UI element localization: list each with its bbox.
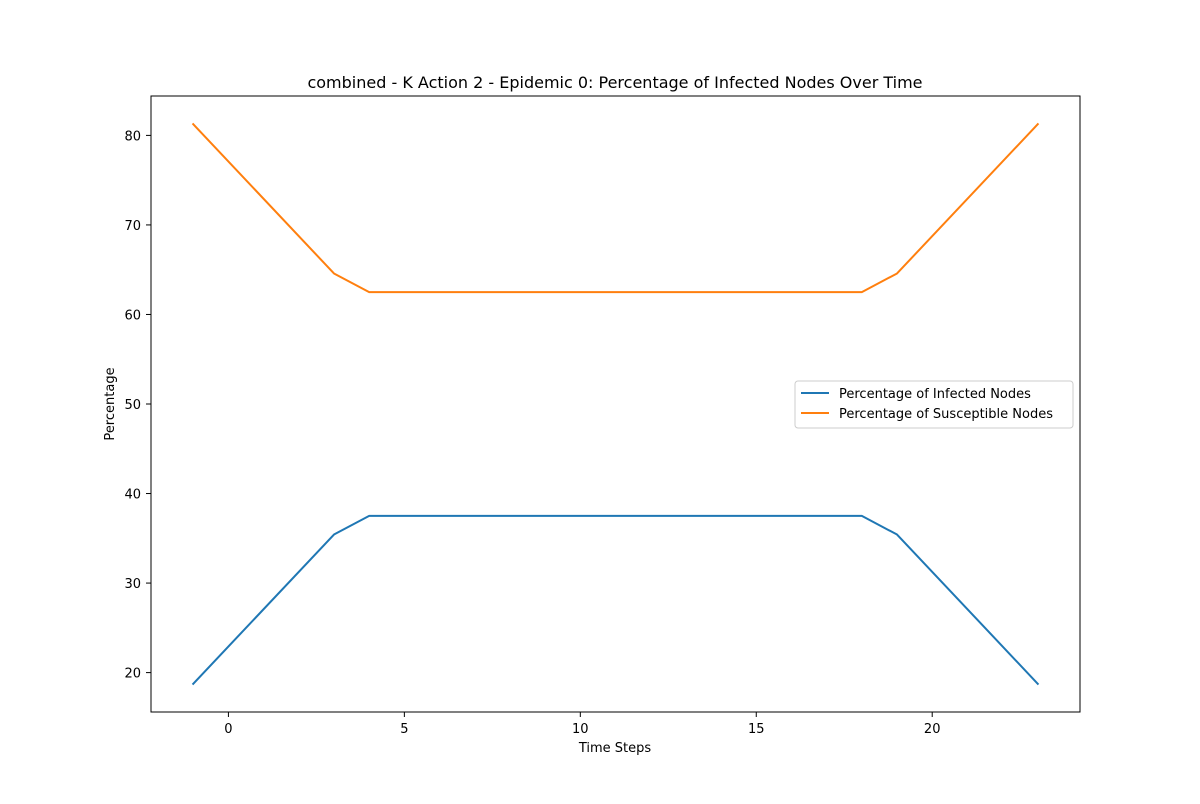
legend-frame bbox=[794, 380, 1074, 429]
y-tick-label: 60 bbox=[124, 308, 141, 323]
chart-title: combined - K Action 2 - Epidemic 0: Perc… bbox=[307, 73, 922, 92]
series-line-0 bbox=[191, 514, 1040, 686]
x-tick-label: 10 bbox=[572, 722, 589, 737]
x-tick-label: 15 bbox=[748, 722, 765, 737]
y-tick-label: 30 bbox=[124, 577, 141, 592]
y-tick-label: 70 bbox=[124, 219, 141, 234]
y-tick-label: 80 bbox=[124, 129, 141, 144]
y-tick-label: 20 bbox=[124, 667, 141, 682]
x-tick-label: 5 bbox=[400, 722, 408, 737]
legend-label-0: Percentage of Infected Nodes bbox=[839, 387, 1031, 402]
x-tick-label: 0 bbox=[224, 722, 232, 737]
y-tick-label: 50 bbox=[124, 398, 141, 413]
y-axis-label: Percentage bbox=[103, 367, 118, 440]
series-line-1 bbox=[191, 122, 1040, 294]
y-tick-label: 40 bbox=[124, 488, 141, 503]
x-axis-label: Time Steps bbox=[578, 741, 652, 756]
x-axis: 0 5 10 15 20 bbox=[224, 712, 940, 737]
legend: Percentage of Infected Nodes Percentage o… bbox=[794, 380, 1074, 429]
legend-label-1: Percentage of Susceptible Nodes bbox=[839, 407, 1053, 422]
y-axis: 20 30 40 50 60 70 80 bbox=[124, 129, 151, 682]
x-tick-label: 20 bbox=[924, 722, 941, 737]
